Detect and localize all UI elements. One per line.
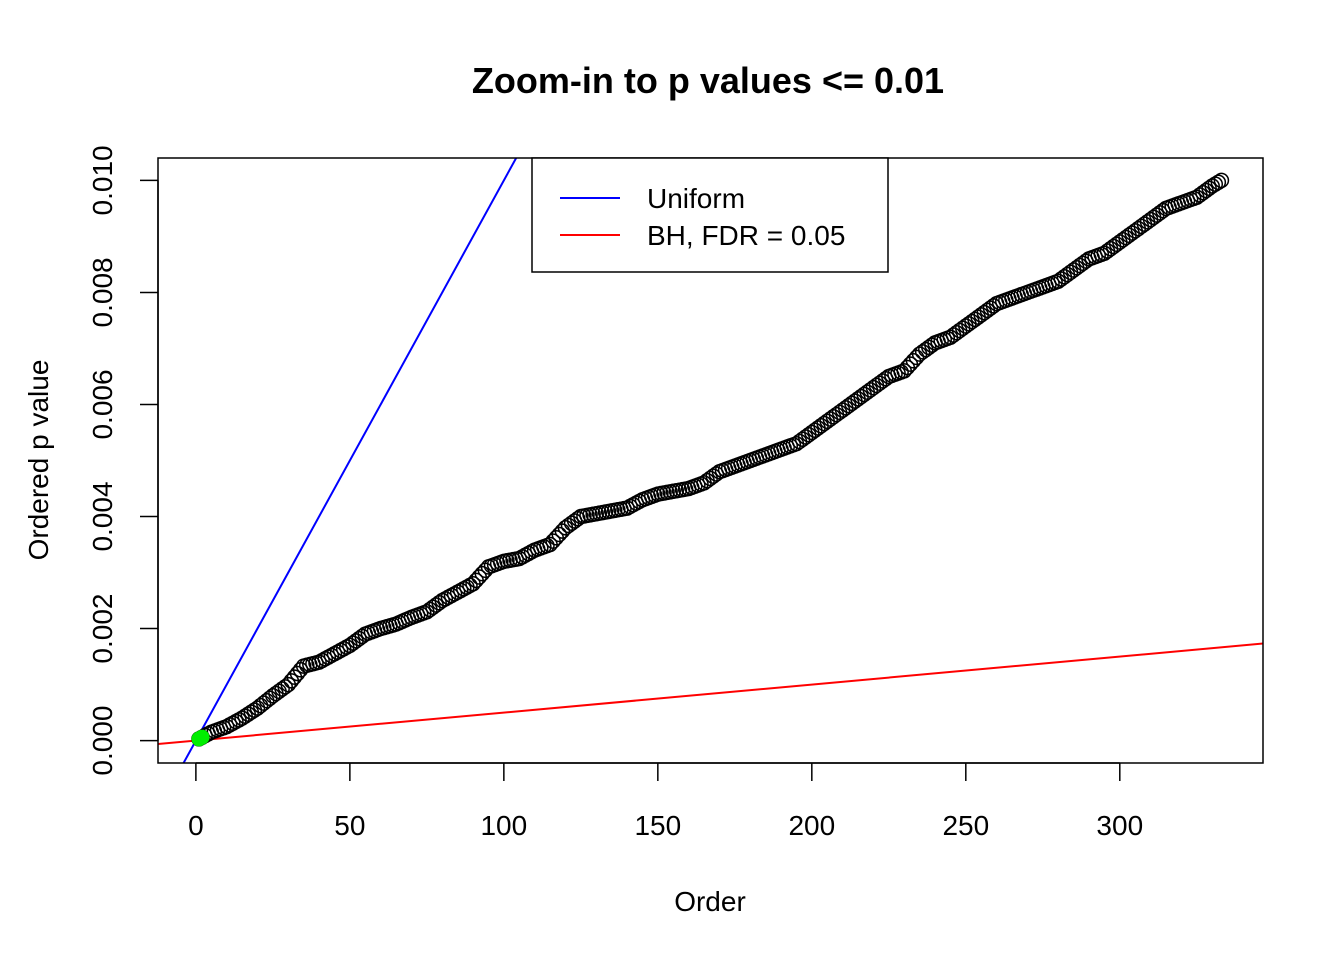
y-tick-label: 0.002 [87,594,118,664]
data-point [1210,174,1227,191]
line-bh-fdr-0-05 [158,642,1263,746]
y-tick-label: 0.008 [87,257,118,327]
x-tick-label: 250 [942,810,989,841]
x-tick-label: 300 [1096,810,1143,841]
data-point [277,679,293,695]
legend-uniform-label: Uniform [647,183,745,214]
y-tick-label: 0.006 [87,369,118,439]
data-points [191,172,1230,747]
data-point [1213,172,1230,189]
x-axis-label: Order [674,886,746,917]
line-uniform [182,158,518,763]
y-tick-label: 0.000 [87,706,118,776]
legend: Uniform BH, FDR = 0.05 [531,157,889,273]
legend-box [531,157,889,273]
significant-point [194,729,210,745]
x-tick-label: 0 [188,810,204,841]
x-tick-label: 50 [334,810,365,841]
y-tick-label: 0.004 [87,481,118,551]
chart-title: Zoom-in to p values <= 0.01 [472,60,944,101]
x-axis: 0 50 100 150 200 250 300 [188,762,1143,841]
x-tick-label: 200 [788,810,835,841]
reference-lines [158,158,1263,763]
legend-bh-label: BH, FDR = 0.05 [647,220,845,251]
y-axis: 0.000 0.002 0.004 0.006 0.008 0.010 [87,145,159,776]
y-axis-label: Ordered p value [23,360,54,561]
y-tick-label: 0.010 [87,145,118,215]
x-tick-label: 100 [480,810,527,841]
x-tick-label: 150 [634,810,681,841]
